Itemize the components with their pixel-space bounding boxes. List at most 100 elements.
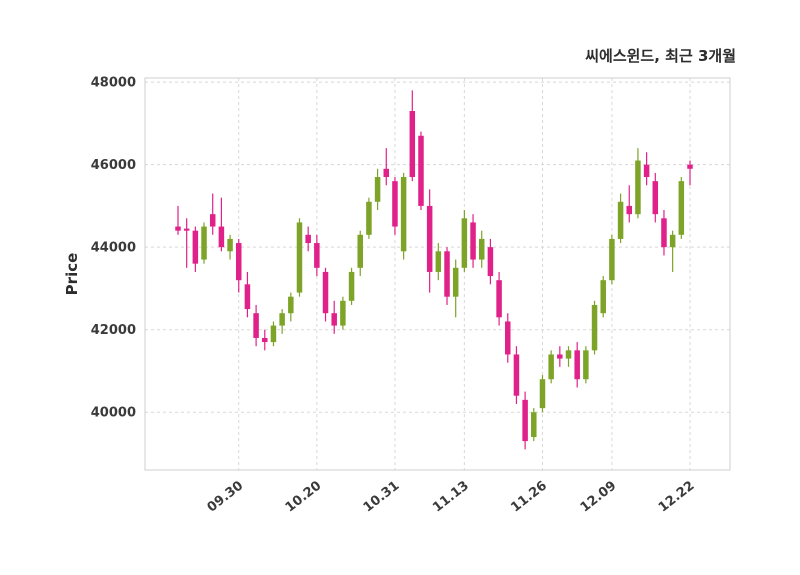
candle <box>183 218 190 268</box>
candle-body <box>227 238 233 252</box>
y-tick-label: 42000 <box>91 323 136 338</box>
candle <box>470 214 476 268</box>
x-tick-label: 11.26 <box>508 478 550 515</box>
candle <box>175 205 181 235</box>
y-tick-label: 48000 <box>91 76 136 91</box>
candle <box>366 197 372 239</box>
candle <box>279 309 285 334</box>
candle <box>383 148 390 186</box>
candle <box>522 391 528 450</box>
candle <box>548 350 554 384</box>
candle <box>357 230 363 277</box>
candle <box>340 296 346 330</box>
candle-body <box>539 379 546 409</box>
candle <box>218 197 225 252</box>
candle-body <box>643 164 650 178</box>
candle <box>661 210 667 256</box>
candle <box>635 148 641 219</box>
candle-body <box>452 267 459 297</box>
candle <box>583 346 589 384</box>
candle-body <box>461 218 468 268</box>
candle-body <box>296 222 303 293</box>
candle <box>643 152 650 186</box>
candle-body <box>201 226 207 260</box>
candle-body <box>209 214 216 227</box>
candle <box>331 300 337 334</box>
candle <box>574 342 580 388</box>
candle <box>461 210 468 272</box>
x-tick-label: 10.31 <box>361 478 403 515</box>
candle-body <box>218 226 225 248</box>
candle-body <box>444 251 450 297</box>
x-tick-labels: 09.30 10.20 10.31 11.13 11.26 12.09 12.22 <box>205 478 698 515</box>
candle-body <box>288 296 294 314</box>
candle-body <box>678 181 685 235</box>
candle-body <box>478 238 485 260</box>
y-tick-labels: 40000 42000 44000 46000 48000 <box>91 76 136 421</box>
candle <box>209 193 216 235</box>
candle <box>392 177 398 235</box>
candle <box>539 375 546 413</box>
candle <box>617 193 624 244</box>
x-tick-label: 09.30 <box>205 478 247 515</box>
x-tick-label: 11.13 <box>430 478 472 515</box>
candle-body <box>669 234 676 248</box>
candle-body <box>487 247 494 277</box>
candle-body <box>366 201 372 235</box>
candle-body <box>314 243 320 268</box>
candles-layer <box>175 90 693 450</box>
candle-body <box>262 337 268 343</box>
candle-body <box>331 313 337 326</box>
candle <box>253 304 259 347</box>
candle <box>435 243 442 281</box>
candle-body <box>617 201 624 239</box>
candle-body <box>392 181 398 227</box>
candle-body <box>635 160 641 215</box>
candle-body <box>383 168 390 178</box>
candle-body <box>435 251 442 272</box>
candle-body <box>348 271 355 301</box>
candle-body <box>574 350 580 380</box>
candle <box>626 185 633 223</box>
candle-body <box>183 228 190 231</box>
candle <box>487 238 494 285</box>
candle <box>288 292 294 322</box>
candle <box>452 259 459 318</box>
candle <box>496 271 502 326</box>
candle <box>374 168 381 211</box>
candle-body <box>235 243 242 281</box>
candle-body <box>340 300 346 326</box>
candle <box>591 300 598 355</box>
candle-body <box>513 354 520 396</box>
y-axis-label: Price <box>63 253 81 296</box>
candle-body <box>253 313 259 338</box>
candle-body <box>244 284 251 310</box>
candle-body <box>426 205 433 272</box>
candle <box>418 131 424 211</box>
candle <box>426 189 433 293</box>
candle-body <box>591 304 598 351</box>
candle <box>444 247 450 305</box>
candle <box>609 234 615 285</box>
candle-body <box>687 164 693 169</box>
candle <box>400 172 407 260</box>
candle <box>565 346 572 367</box>
candle-body <box>531 412 537 437</box>
candle-body <box>583 350 589 380</box>
chart-title: 씨에스윈드, 최근 3개월 <box>585 47 736 65</box>
candle <box>322 267 329 322</box>
candle-body <box>522 399 528 442</box>
candle-body <box>652 181 659 215</box>
x-tick-label: 12.22 <box>656 478 698 515</box>
grid-layer <box>145 78 730 470</box>
candle-body <box>279 313 285 326</box>
candle <box>478 230 485 268</box>
candle-body <box>270 325 277 343</box>
candle <box>409 90 416 182</box>
candle <box>244 271 251 318</box>
candle-body <box>322 271 329 314</box>
candle <box>192 226 199 272</box>
candle <box>652 172 659 223</box>
